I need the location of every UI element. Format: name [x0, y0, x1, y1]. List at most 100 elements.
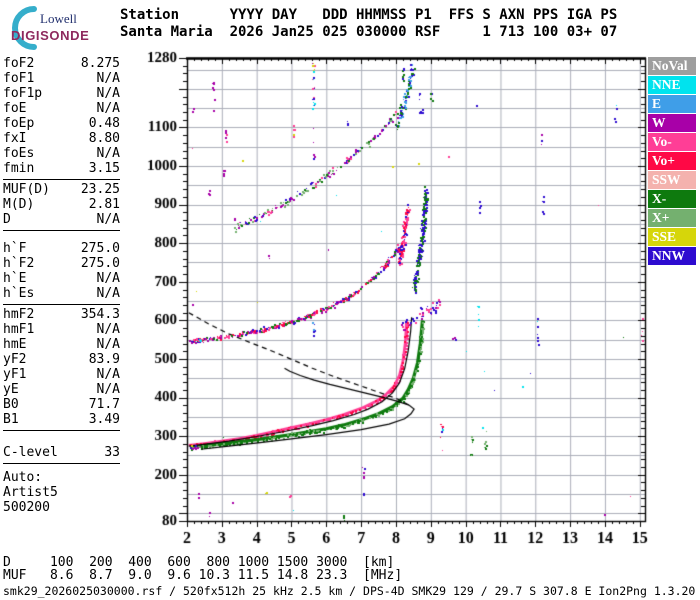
parameter-label: fxI — [3, 131, 27, 146]
parameter-label: B1 — [3, 412, 19, 427]
parameter-row: foF1p N/A — [3, 86, 120, 101]
sidebar-divider — [3, 230, 120, 231]
parameter-label: 500200 — [3, 500, 50, 515]
sidebar-spacer — [3, 233, 120, 241]
parameter-label: foE — [3, 101, 27, 116]
parameter-row: D N/A — [3, 212, 120, 227]
parameter-row: h`Es N/A — [3, 286, 120, 301]
parameter-value: N/A — [96, 337, 120, 352]
header-line2: Santa Maria 2026 Jan25 025 030000 RSF 1 … — [120, 24, 618, 40]
logo-digisonde-text: DIGISONDE — [11, 28, 90, 43]
parameter-label: h`E — [3, 271, 27, 286]
parameter-label: fmin — [3, 161, 35, 176]
legend-item-w: W — [648, 114, 696, 132]
parameter-row: B0 71.7 — [3, 397, 120, 412]
parameter-value: N/A — [96, 271, 120, 286]
parameter-value: N/A — [96, 322, 120, 337]
parameter-row: 500200 — [3, 500, 120, 515]
parameter-label: foF1p — [3, 86, 43, 101]
parameter-label: yF2 — [3, 352, 27, 367]
muf-row: MUF 8.6 8.7 9.0 9.6 10.3 11.5 14.8 23.3 … — [3, 568, 403, 583]
parameter-value: 8.275 — [80, 56, 120, 71]
parameter-value: N/A — [96, 382, 120, 397]
parameter-value: N/A — [96, 212, 120, 227]
parameter-label: D — [3, 212, 11, 227]
parameter-row: yF2 83.9 — [3, 352, 120, 367]
lowell-digisonde-logo: Lowell DIGISONDE — [4, 2, 118, 52]
parameter-value: N/A — [96, 71, 120, 86]
legend-item-nne: NNE — [648, 76, 696, 94]
parameter-label: hmF1 — [3, 322, 35, 337]
parameter-value: N/A — [96, 101, 120, 116]
parameter-row: h`F2 275.0 — [3, 256, 120, 271]
parameter-row: hmE N/A — [3, 337, 120, 352]
parameter-row: foE N/A — [3, 101, 120, 116]
distance-row: D 100 200 400 600 800 1000 1500 3000 [km… — [3, 555, 395, 570]
legend-item-vo: Vo+ — [648, 152, 696, 170]
parameter-row: B1 3.49 — [3, 412, 120, 427]
parameter-row: fxI 8.80 — [3, 131, 120, 146]
parameter-row: hmF1 N/A — [3, 322, 120, 337]
parameter-row: foEs N/A — [3, 146, 120, 161]
logo-swoosh-icon — [12, 6, 37, 50]
parameter-value: 3.49 — [88, 412, 120, 427]
parameter-label: h`F2 — [3, 256, 35, 271]
parameter-value: 275.0 — [80, 256, 120, 271]
parameter-value: N/A — [96, 367, 120, 382]
parameter-value: 23.25 — [80, 182, 120, 197]
parameter-row: hmF2 354.3 — [3, 307, 120, 322]
parameter-label: MUF(D) — [3, 182, 50, 197]
legend-item-x: X+ — [648, 209, 696, 227]
legend-item-ssw: SSW — [648, 171, 696, 189]
parameter-row: Auto: — [3, 470, 120, 485]
legend-item-noval: NoVal — [648, 57, 696, 75]
parameter-value: N/A — [96, 286, 120, 301]
parameter-row: h`F 275.0 — [3, 241, 120, 256]
parameter-row: MUF(D) 23.25 — [3, 182, 120, 197]
parameter-label: C-level — [3, 445, 58, 460]
status-line: smk29_2026025030000.rsf / 520fx512h 25 k… — [3, 584, 696, 598]
parameter-row: M(D) 2.81 — [3, 197, 120, 212]
parameter-label: B0 — [3, 397, 19, 412]
parameter-row: yF1 N/A — [3, 367, 120, 382]
parameter-label: Artist5 — [3, 485, 58, 500]
station-header: Station YYYY DAY DDD HHMMSS P1 FFS S AXN… — [120, 7, 617, 41]
parameter-row: h`E N/A — [3, 271, 120, 286]
parameter-value: N/A — [96, 146, 120, 161]
parameter-label: hmF2 — [3, 307, 35, 322]
legend-item-sse: SSE — [648, 228, 696, 246]
parameter-value: 33 — [104, 445, 120, 460]
parameter-label: foEp — [3, 116, 35, 131]
parameter-value: 3.15 — [88, 161, 120, 176]
parameter-value: 71.7 — [88, 397, 120, 412]
parameter-row: fmin 3.15 — [3, 161, 120, 176]
parameter-row: Artist5 — [3, 485, 120, 500]
parameter-row: foEp 0.48 — [3, 116, 120, 131]
parameter-label: yE — [3, 382, 19, 397]
parameter-label: yF1 — [3, 367, 27, 382]
parameter-value: 0.48 — [88, 116, 120, 131]
parameter-value: 275.0 — [80, 241, 120, 256]
parameter-value: 354.3 — [80, 307, 120, 322]
header-line1: Station YYYY DAY DDD HHMMSS P1 FFS S AXN… — [120, 7, 618, 23]
sidebar-divider — [3, 179, 120, 180]
parameter-value: N/A — [96, 86, 120, 101]
parameter-value: 2.81 — [88, 197, 120, 212]
parameter-row: foF1 N/A — [3, 71, 120, 86]
legend-item-x: X- — [648, 190, 696, 208]
sidebar-divider — [3, 463, 120, 464]
parameter-label: foF2 — [3, 56, 35, 71]
echo-classification-legend: NoVal NNE E W Vo- Vo+ SSW X- X+ SSE NNW — [648, 57, 696, 266]
parameter-label: h`Es — [3, 286, 35, 301]
legend-item-e: E — [648, 95, 696, 113]
parameter-label: hmE — [3, 337, 27, 352]
parameter-label: foF1 — [3, 71, 35, 86]
parameter-row: foF2 8.275 — [3, 56, 120, 71]
parameter-sidebar: foF2 8.275 foF1 N/A foF1p N/A foE N/A foEp 0.48 fx… — [3, 56, 120, 515]
logo-lowell-text: Lowell — [40, 11, 77, 26]
parameter-row: yE N/A — [3, 382, 120, 397]
legend-item-nnw: NNW — [648, 247, 696, 265]
parameter-label: Auto: — [3, 470, 43, 485]
